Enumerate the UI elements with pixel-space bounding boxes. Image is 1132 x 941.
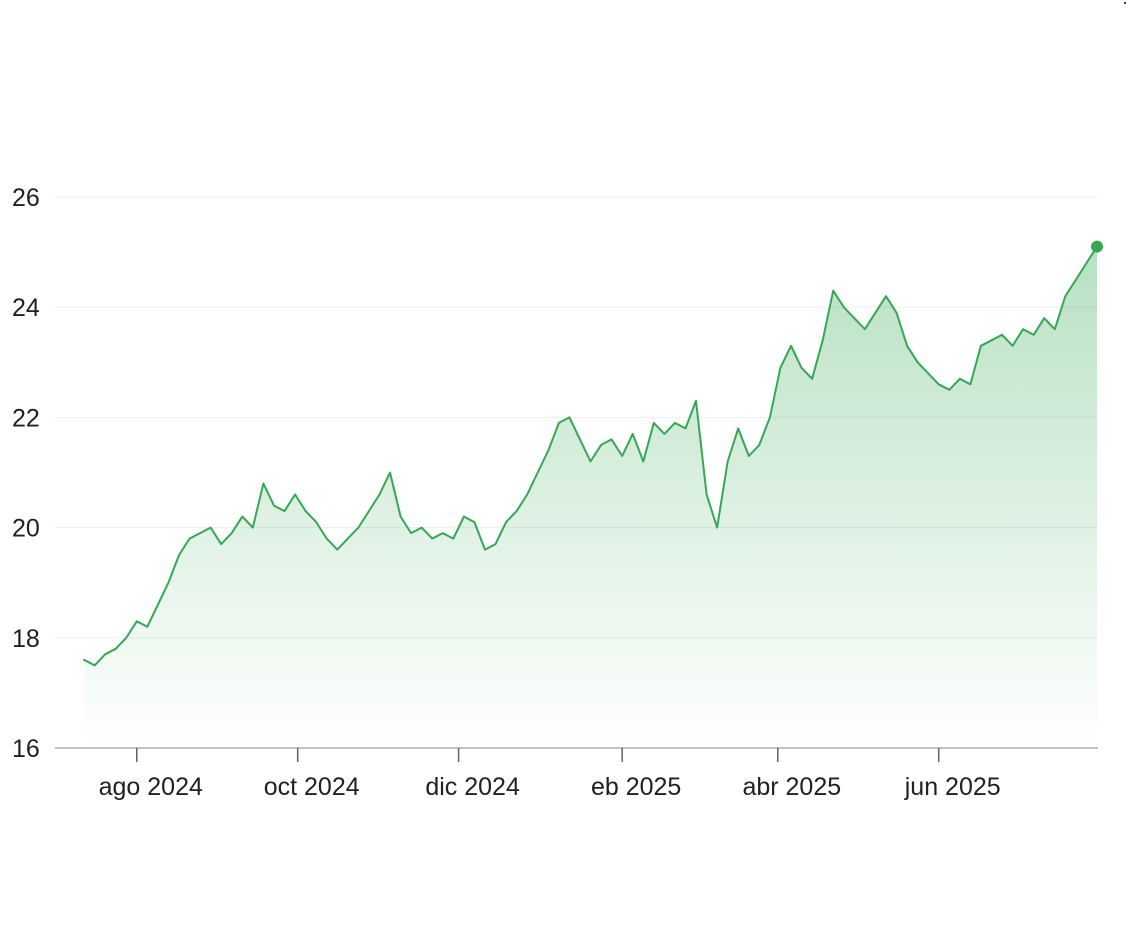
- y-tick-label-16: 16: [12, 735, 40, 763]
- x-tick-label: abr 2025: [742, 773, 841, 801]
- line-layer: [83, 240, 1103, 667]
- y-tick-label-18: 18: [12, 625, 40, 653]
- last-point-marker[interactable]: [1091, 240, 1103, 253]
- series-area: [84, 246, 1097, 748]
- y-tick-label-24: 24: [12, 294, 40, 322]
- y-tick-label-26: 26: [12, 184, 40, 212]
- y-tick-label-20: 20: [12, 515, 40, 543]
- y-axis: 16 18 20 22 24 26: [12, 184, 40, 763]
- x-tick-label: jun 2025: [904, 773, 1001, 801]
- x-tick-label: oct 2024: [264, 773, 360, 801]
- series-line: [83, 245, 1098, 667]
- x-tick-label: eb 2025: [591, 773, 681, 801]
- x-tick-label: ago 2024: [99, 773, 203, 801]
- x-axis: ago 2024 oct 2024 dic 2024 eb 2025 abr 2025 j…: [55, 747, 1098, 801]
- corner-dot: [1124, 2, 1126, 4]
- x-tick-label: dic 2024: [425, 773, 520, 801]
- y-tick-label-22: 22: [12, 404, 40, 432]
- area-layer: [84, 246, 1097, 748]
